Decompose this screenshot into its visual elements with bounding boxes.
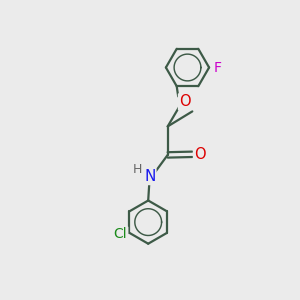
Text: H: H: [132, 164, 142, 176]
Text: N: N: [144, 169, 155, 184]
Text: F: F: [214, 61, 221, 74]
Text: O: O: [179, 94, 190, 109]
Text: O: O: [194, 147, 206, 162]
Text: Cl: Cl: [114, 227, 127, 242]
